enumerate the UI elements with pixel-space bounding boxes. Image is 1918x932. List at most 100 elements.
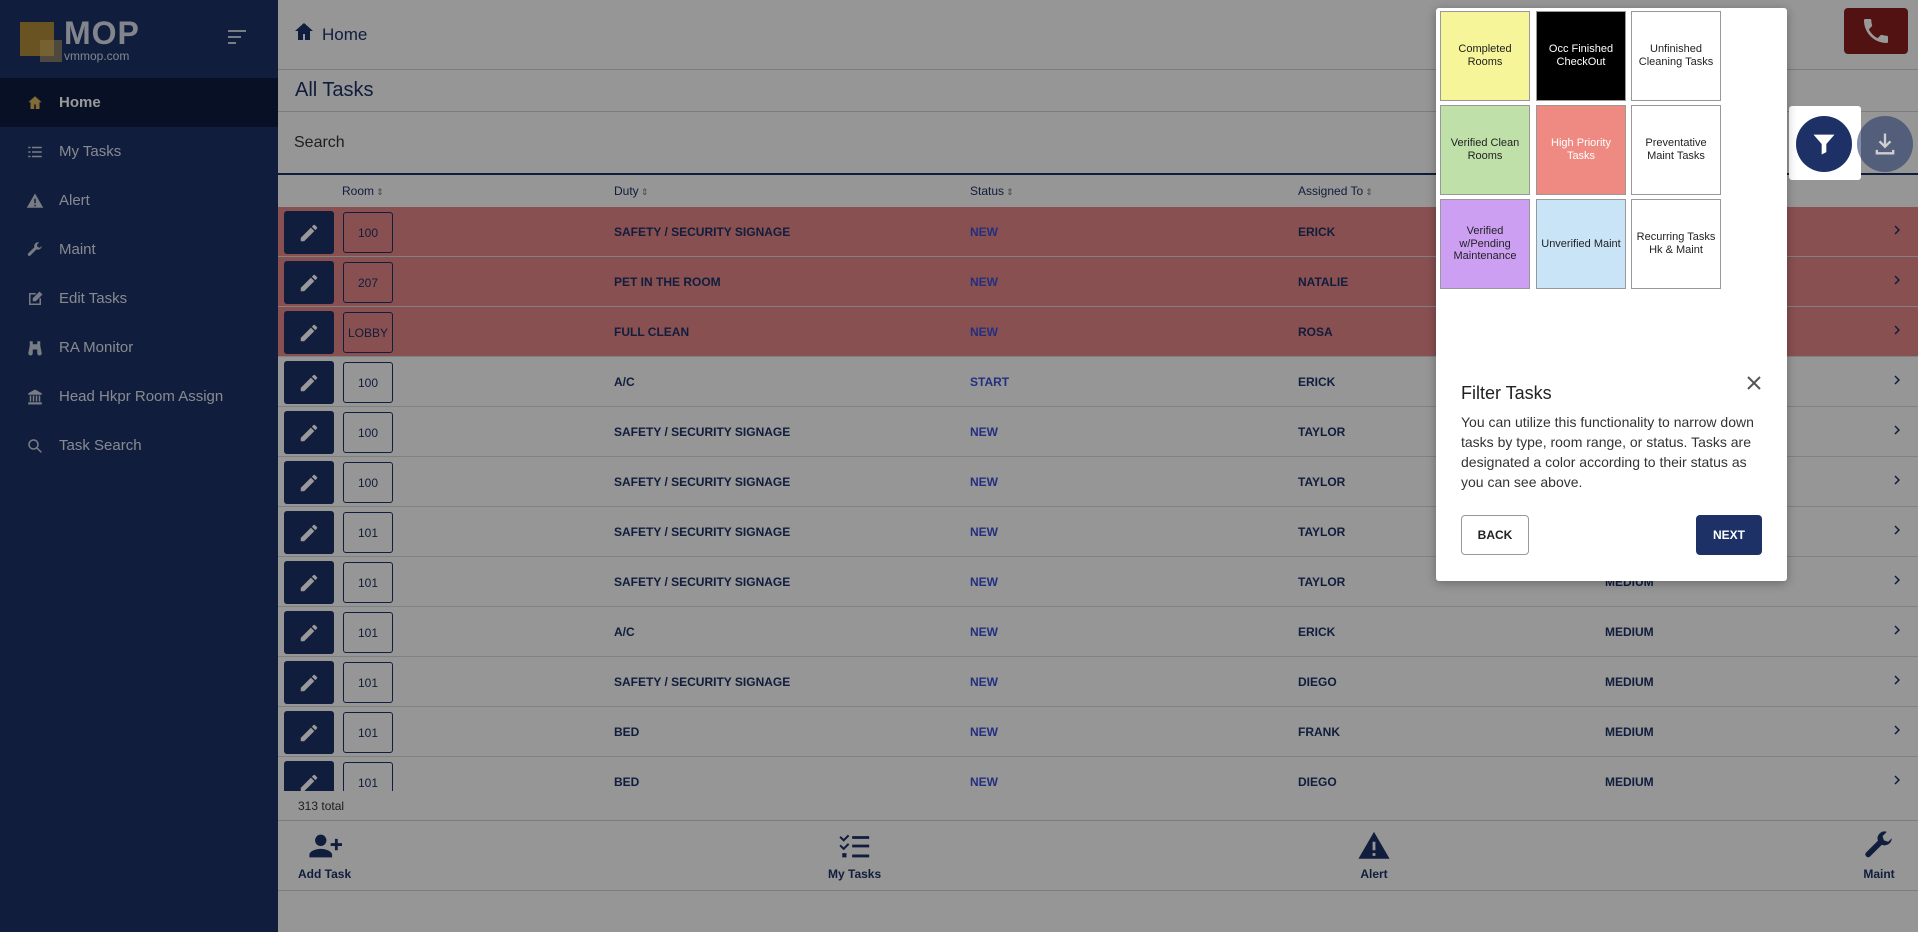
edit-button[interactable] bbox=[284, 361, 334, 404]
edit-button[interactable] bbox=[284, 561, 334, 604]
row-open-button[interactable] bbox=[1888, 221, 1906, 244]
chevron-right-icon bbox=[1894, 225, 1900, 235]
row-open-button[interactable] bbox=[1888, 621, 1906, 644]
duty-cell: SAFETY / SECURITY SIGNAGE bbox=[614, 525, 791, 539]
row-open-button[interactable] bbox=[1888, 421, 1906, 444]
pencil-icon bbox=[300, 424, 318, 441]
edit-button[interactable] bbox=[284, 511, 334, 554]
edit-button[interactable] bbox=[284, 311, 334, 354]
row-open-button[interactable] bbox=[1888, 771, 1906, 791]
sidebar-item-head-hkpr-room-assign[interactable]: Head Hkpr Room Assign bbox=[0, 372, 278, 421]
bottom-nav-my-tasks[interactable]: My Tasks bbox=[828, 829, 881, 881]
sidebar-item-edit-tasks[interactable]: Edit Tasks bbox=[0, 274, 278, 323]
chevron-right-icon bbox=[1894, 375, 1900, 385]
chevron-right-icon bbox=[1894, 675, 1900, 685]
logo-name: MOP bbox=[64, 14, 140, 51]
table-row[interactable]: 101 BED NEW FRANK MEDIUM bbox=[278, 707, 1918, 757]
close-icon[interactable] bbox=[1745, 374, 1763, 392]
chevron-right-icon bbox=[1894, 525, 1900, 535]
column-header-room[interactable]: Room ⇕ bbox=[342, 184, 384, 198]
room-cell: 101 bbox=[343, 762, 393, 791]
row-open-button[interactable] bbox=[1888, 371, 1906, 394]
sidebar-item-task-search[interactable]: Task Search bbox=[0, 421, 278, 470]
edit-button[interactable] bbox=[284, 411, 334, 454]
edit-button[interactable] bbox=[284, 761, 334, 791]
back-button[interactable]: BACK bbox=[1461, 515, 1529, 555]
row-open-button[interactable] bbox=[1888, 521, 1906, 544]
pencil-icon bbox=[300, 624, 318, 641]
assigned-cell: TAYLOR bbox=[1298, 475, 1346, 489]
filter-tour-popover: Completed Rooms Occ Finished CheckOut Unfi… bbox=[1436, 8, 1787, 581]
table-row[interactable]: 101 SAFETY / SECURITY SIGNAGE NEW DIEGO MEDI… bbox=[278, 657, 1918, 707]
search-icon bbox=[26, 437, 44, 455]
bottom-nav-maint[interactable]: Maint bbox=[1862, 829, 1896, 881]
duty-cell: FULL CLEAN bbox=[614, 325, 690, 339]
sidebar-item-my-tasks[interactable]: My Tasks bbox=[0, 127, 278, 176]
bottom-nav-add-task[interactable]: Add Task bbox=[298, 829, 351, 881]
column-header-assigned-to[interactable]: Assigned To ⇕ bbox=[1298, 184, 1373, 198]
sidebar-item-home[interactable]: Home bbox=[0, 78, 278, 127]
next-button[interactable]: NEXT bbox=[1696, 515, 1762, 555]
edit-button[interactable] bbox=[284, 711, 334, 754]
edit-button[interactable] bbox=[284, 211, 334, 254]
sidebar-item-label: RA Monitor bbox=[59, 339, 134, 356]
status-cell: NEW bbox=[970, 525, 998, 539]
breadcrumb: Home bbox=[322, 24, 368, 44]
row-open-button[interactable] bbox=[1888, 271, 1906, 294]
search-input[interactable]: Search bbox=[278, 112, 1918, 175]
chevron-right-icon bbox=[1894, 775, 1900, 785]
bottom-nav-alert[interactable]: Alert bbox=[1357, 829, 1391, 881]
edit-button[interactable] bbox=[284, 661, 334, 704]
row-open-button[interactable] bbox=[1888, 721, 1906, 744]
binoculars-icon bbox=[26, 339, 44, 357]
home-icon bbox=[292, 20, 316, 49]
priority-cell: MEDIUM bbox=[1605, 725, 1654, 739]
building-icon bbox=[26, 388, 44, 406]
row-open-button[interactable] bbox=[1888, 671, 1906, 694]
home-icon bbox=[26, 94, 44, 112]
edit-button[interactable] bbox=[284, 611, 334, 654]
table-row[interactable]: 101 SAFETY / SECURITY SIGNAGE NEW TAYLOR MED… bbox=[278, 557, 1918, 607]
chevron-right-icon bbox=[1894, 275, 1900, 285]
duty-cell: PET IN THE ROOM bbox=[614, 275, 721, 289]
logo[interactable]: MOP vmmop.com bbox=[20, 17, 140, 62]
download-button[interactable] bbox=[1857, 116, 1913, 172]
download-icon bbox=[1875, 133, 1895, 155]
top-bar: Home bbox=[278, 0, 1918, 70]
pencil-icon bbox=[300, 724, 318, 741]
sidebar-item-maint[interactable]: Maint bbox=[0, 225, 278, 274]
column-header-status[interactable]: Status ⇕ bbox=[970, 184, 1014, 198]
assigned-cell: ROSA bbox=[1298, 325, 1333, 339]
total-count: 313 total bbox=[278, 791, 1918, 821]
room-cell: 101 bbox=[343, 562, 393, 603]
duty-cell: A/C bbox=[614, 375, 635, 389]
edit-button[interactable] bbox=[284, 261, 334, 304]
status-color-legend: Completed Rooms Occ Finished CheckOut Unfi… bbox=[1440, 11, 1783, 359]
row-open-button[interactable] bbox=[1888, 321, 1906, 344]
room-cell: 100 bbox=[343, 362, 393, 403]
filter-button[interactable] bbox=[1796, 116, 1852, 172]
pencil-icon bbox=[300, 274, 318, 291]
sidebar-item-ra-monitor[interactable]: RA Monitor bbox=[0, 323, 278, 372]
menu-toggle-icon[interactable] bbox=[228, 30, 246, 48]
row-open-button[interactable] bbox=[1888, 571, 1906, 594]
table-header: Room ⇕ Duty ⇕ Status ⇕ Assigned To ⇕ bbox=[278, 175, 1918, 207]
column-header-duty[interactable]: Duty ⇕ bbox=[614, 184, 649, 198]
edit-button[interactable] bbox=[284, 461, 334, 504]
status-cell: NEW bbox=[970, 775, 998, 789]
status-cell: NEW bbox=[970, 325, 998, 339]
assigned-cell: DIEGO bbox=[1298, 675, 1337, 689]
table-row[interactable]: 101 BED NEW DIEGO MEDIUM bbox=[278, 757, 1918, 791]
status-cell: NEW bbox=[970, 675, 998, 689]
phone-button[interactable] bbox=[1844, 8, 1908, 54]
row-open-button[interactable] bbox=[1888, 471, 1906, 494]
sidebar-item-label: Task Search bbox=[59, 437, 142, 454]
assigned-cell: FRANK bbox=[1298, 725, 1340, 739]
room-cell: 101 bbox=[343, 612, 393, 653]
chevron-right-icon bbox=[1894, 725, 1900, 735]
table-row[interactable]: 101 A/C NEW ERICK MEDIUM bbox=[278, 607, 1918, 657]
priority-cell: MEDIUM bbox=[1605, 775, 1654, 789]
status-cell: NEW bbox=[970, 475, 998, 489]
status-cell: NEW bbox=[970, 625, 998, 639]
sidebar-item-alert[interactable]: Alert bbox=[0, 176, 278, 225]
